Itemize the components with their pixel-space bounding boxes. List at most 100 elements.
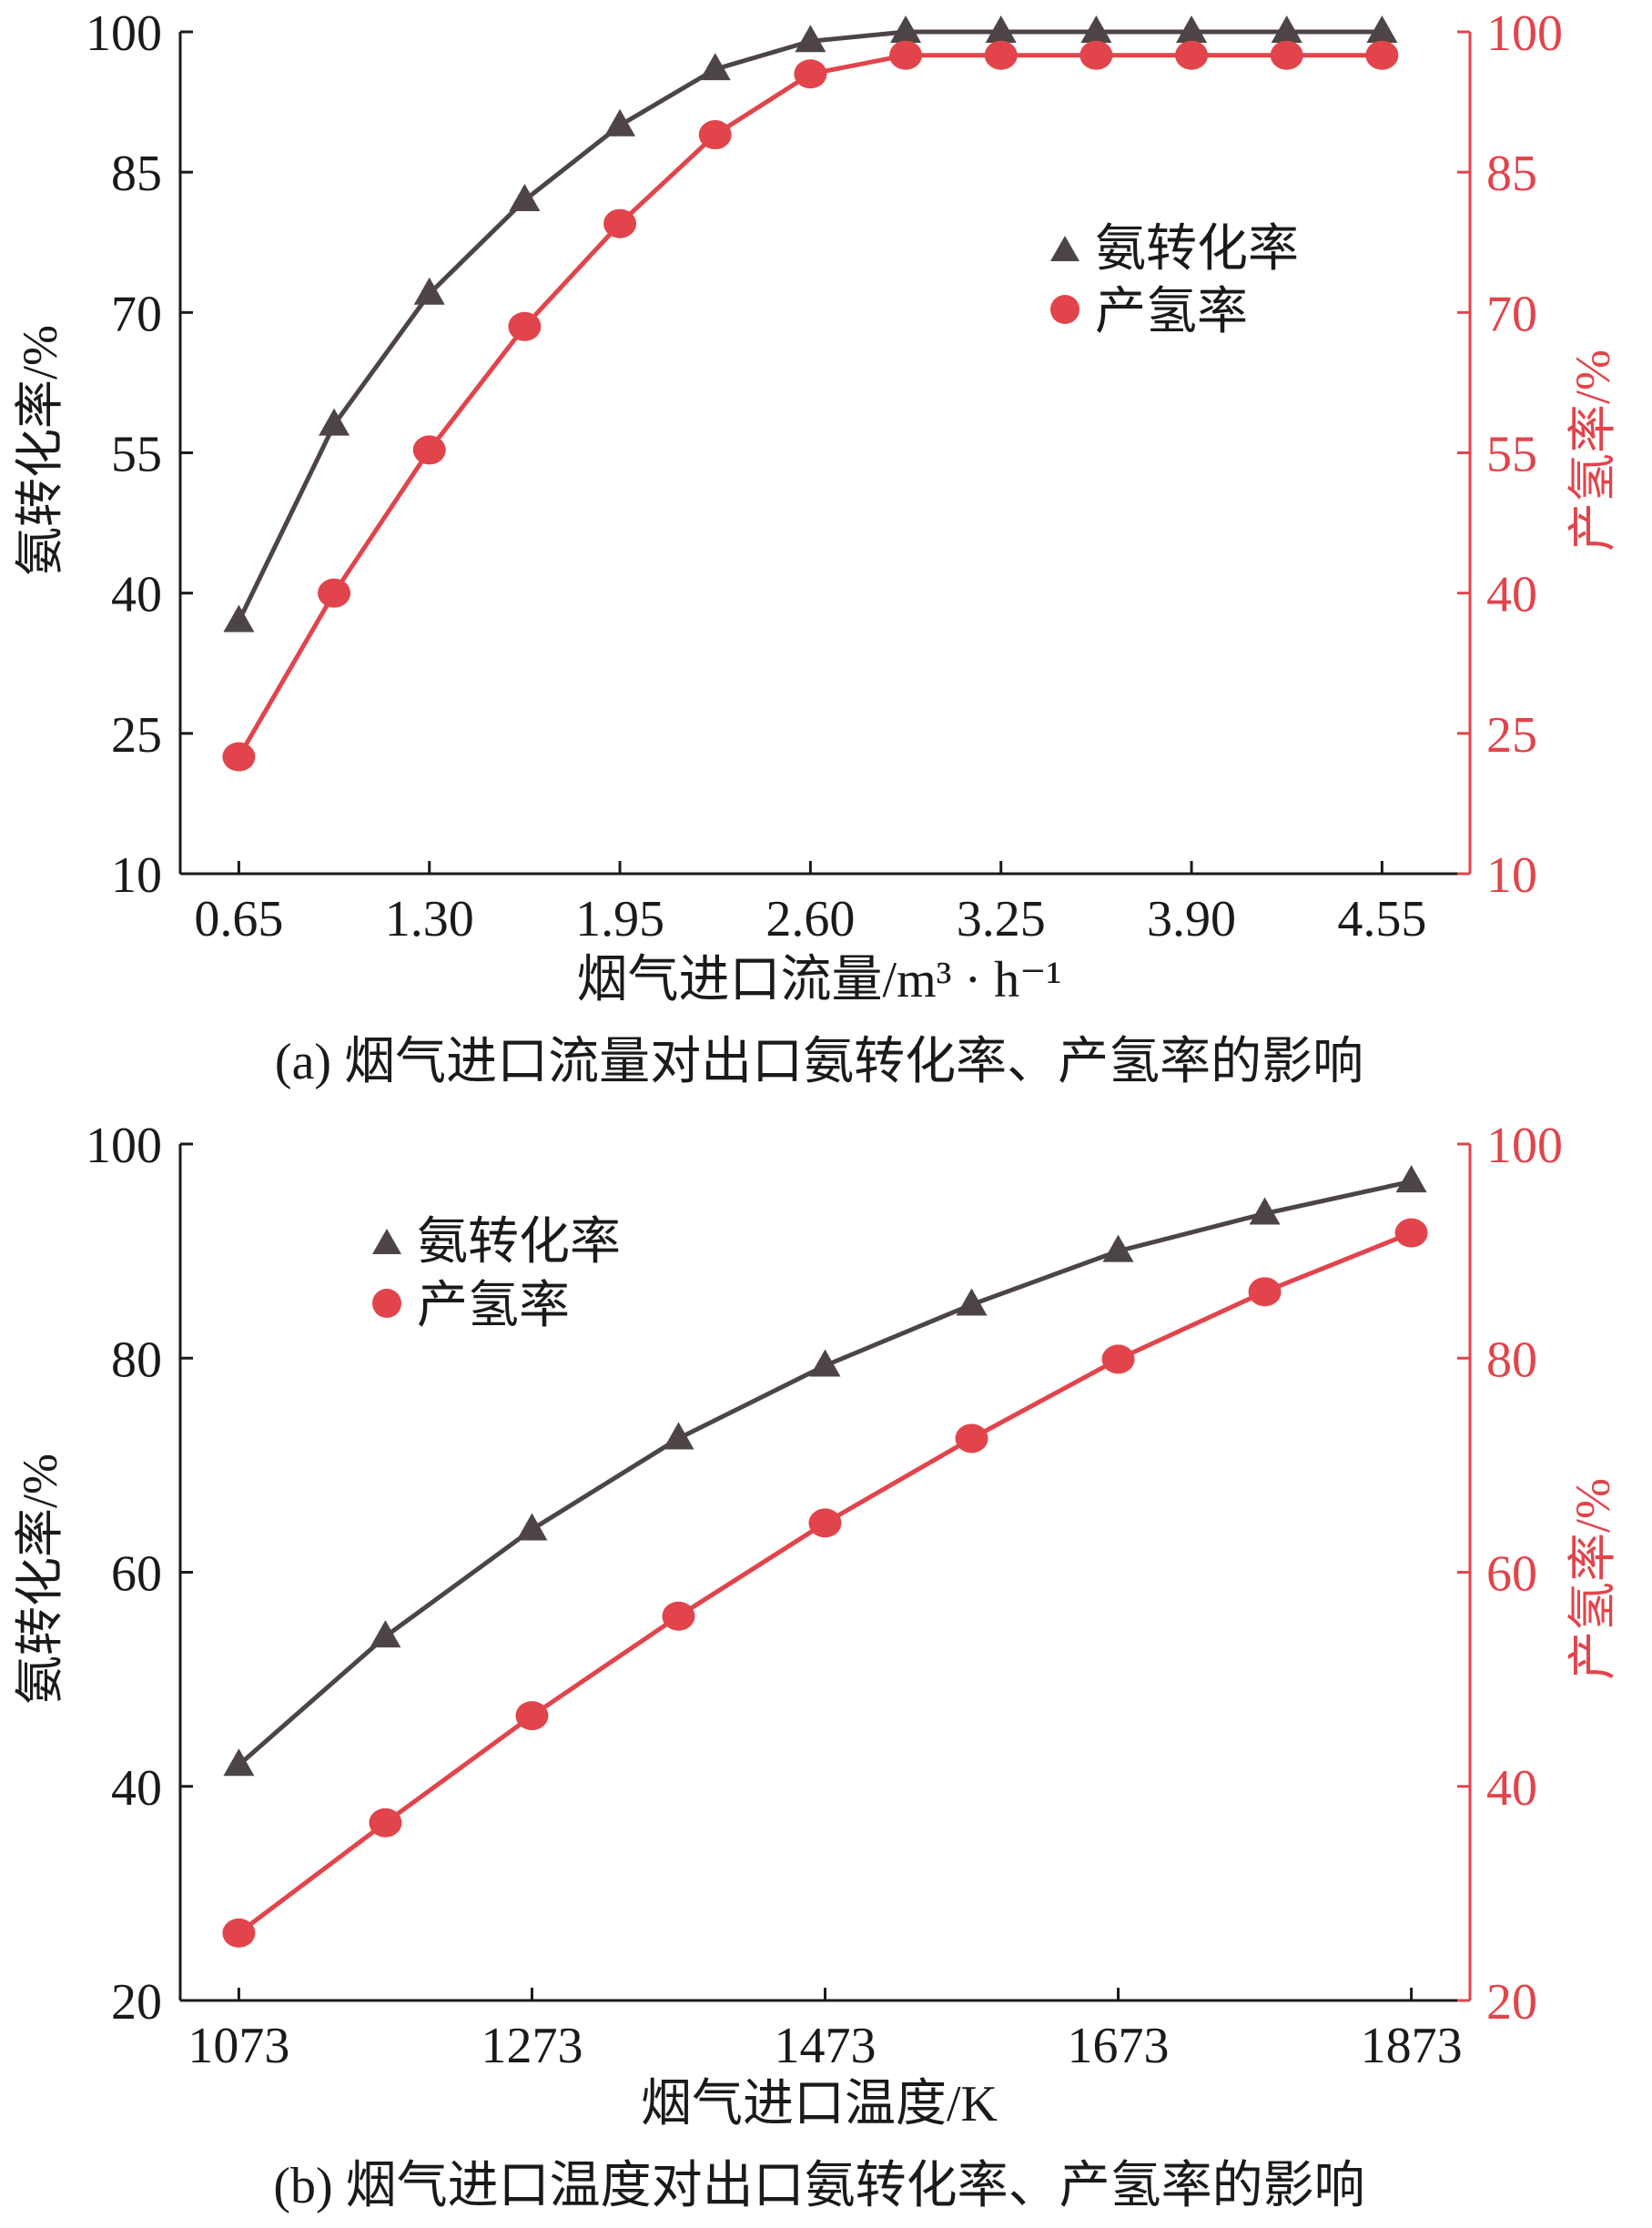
- hydrogen-yield-point: [889, 40, 923, 70]
- ammonia-conversion-point: [370, 1620, 401, 1648]
- chart-b-ylabel-left: 氨转化率/%: [13, 1453, 67, 1705]
- hydrogen-yield-point: [222, 742, 256, 772]
- y-tick-label-right: 100: [1486, 5, 1563, 62]
- chart-b-data-layer: 20 20 40 40 60 60 80 80 100 100 1073 1273 1473 1673 18…: [86, 1118, 1563, 2074]
- x-tick-label: 1073: [187, 2018, 289, 2074]
- x-tick-label: 1273: [481, 2018, 583, 2074]
- hydrogen-yield-point: [508, 311, 542, 341]
- hydrogen-yield-point: [515, 1701, 549, 1731]
- y-tick-label-left: 25: [111, 707, 162, 764]
- x-tick-label: 3.25: [957, 891, 1046, 947]
- y-tick-label-left: 85: [111, 146, 162, 202]
- hydrogen-yield-point: [808, 1508, 842, 1538]
- legend-label-ammonia: 氨转化率: [417, 1214, 621, 1271]
- ammonia-conversion-point: [509, 184, 541, 211]
- y-tick-label-left: 20: [111, 1974, 162, 2031]
- ammonia-conversion-point: [795, 25, 826, 53]
- hydrogen-yield-point: [1079, 40, 1113, 70]
- y-tick-label-right: 55: [1486, 427, 1537, 483]
- legend-circle-marker: [372, 1289, 401, 1318]
- hydrogen-yield-point: [222, 1918, 256, 1948]
- y-tick-label-left: 40: [111, 567, 162, 623]
- chart-b-xlabel: 烟气进口温度/K: [641, 2076, 998, 2132]
- chart-b-legend: 氨转化率 产氢率: [372, 1214, 621, 1334]
- x-tick-label: 1.95: [575, 891, 664, 947]
- y-tick-label-right: 80: [1486, 1332, 1537, 1388]
- legend-label-ammonia: 氨转化率: [1095, 221, 1299, 278]
- ammonia-conversion-point: [1271, 15, 1302, 43]
- hydrogen-yield-point: [1394, 1218, 1428, 1248]
- x-tick-label: 1673: [1068, 2018, 1170, 2074]
- ammonia-conversion-point: [809, 1349, 841, 1377]
- chart-a-ylabel-right: 产氢率/%: [1566, 349, 1620, 552]
- x-tick-label: 0.65: [194, 891, 283, 947]
- ammonia-conversion-line: [237, 1179, 1413, 1767]
- x-tick-label: 1873: [1361, 2018, 1463, 2074]
- y-tick-label-right: 40: [1486, 567, 1537, 623]
- ammonia-conversion-point: [890, 15, 922, 43]
- ammonia-conversion-point: [223, 604, 255, 633]
- x-tick-label: 4.55: [1337, 891, 1426, 947]
- y-tick-label-right: 25: [1486, 707, 1537, 764]
- hydrogen-yield-line: [237, 53, 1383, 758]
- legend-label-hydrogen: 产氢率: [417, 1278, 570, 1334]
- chart-b: 20 20 40 40 60 60 80 80 100 100 1073 1273 1473 1673 18…: [13, 1118, 1620, 2214]
- hydrogen-yield-point: [955, 1423, 988, 1453]
- ammonia-conversion-point: [1366, 15, 1398, 43]
- y-tick-label-right: 20: [1486, 1974, 1537, 2031]
- ammonia-conversion-point: [1176, 15, 1208, 43]
- hydrogen-yield-point: [662, 1601, 695, 1631]
- y-tick-label-right: 40: [1486, 1760, 1537, 1817]
- y-tick-label-left: 40: [111, 1760, 162, 1817]
- hydrogen-yield-point: [984, 40, 1018, 70]
- y-tick-label-left: 80: [111, 1332, 162, 1388]
- ammonia-conversion-point: [604, 108, 636, 137]
- chart-a-legend: 氨转化率 产氢率: [1050, 221, 1299, 340]
- y-tick-label-left: 100: [86, 5, 162, 62]
- chart-a-xlabel: 烟气进口流量/m³ · h⁻¹: [577, 952, 1062, 1008]
- y-tick-label-right: 70: [1486, 286, 1537, 342]
- legend-circle-marker: [1050, 295, 1079, 324]
- hydrogen-yield-point: [369, 1808, 402, 1838]
- chart-a-caption: (a) 烟气进口流量对出口氨转化率、产氢率的影响: [275, 1034, 1363, 1090]
- y-tick-label-left: 70: [111, 286, 162, 342]
- chart-b-caption: (b) 烟气进口温度对出口氨转化率、产氢率的影响: [273, 2158, 1364, 2214]
- chart-a: 10 10 25 25 40 40 55 55 70 70 85 85 100 100 0.65 1.30 1.…: [13, 5, 1620, 1090]
- hydrogen-yield-point: [794, 59, 827, 89]
- hydrogen-yield-point: [1365, 40, 1399, 70]
- y-tick-label-right: 10: [1486, 847, 1537, 904]
- legend-triangle-marker: [1050, 236, 1079, 261]
- ammonia-conversion-point: [699, 53, 731, 81]
- x-tick-label: 1473: [775, 2018, 877, 2074]
- ammonia-conversion-point: [1395, 1165, 1427, 1193]
- hydrogen-yield-point: [603, 208, 637, 238]
- hydrogen-yield-point: [1175, 40, 1209, 70]
- y-tick-label-right: 85: [1486, 146, 1537, 202]
- ammonia-conversion-point: [1249, 1197, 1281, 1225]
- hydrogen-yield-point: [1270, 40, 1303, 70]
- ammonia-conversion-point: [223, 1748, 255, 1777]
- hydrogen-yield-line: [237, 1230, 1413, 1935]
- y-tick-label-right: 100: [1486, 1118, 1563, 1174]
- chart-a-data-layer: 10 10 25 25 40 40 55 55 70 70 85 85 100 100 0.65 1.30 1.…: [86, 5, 1563, 947]
- ammonia-conversion-point: [663, 1422, 694, 1450]
- y-tick-label-left: 60: [111, 1546, 162, 1603]
- hydrogen-yield-point: [318, 578, 351, 608]
- chart-b-ylabel-right: 产氢率/%: [1566, 1478, 1620, 1680]
- y-tick-label-left: 100: [86, 1118, 162, 1174]
- legend-label-hydrogen: 产氢率: [1095, 284, 1248, 340]
- ammonia-conversion-point: [319, 408, 350, 436]
- x-tick-label: 1.30: [385, 891, 474, 947]
- chart-a-ylabel-left: 氨转化率/%: [13, 325, 67, 576]
- x-tick-label: 2.60: [765, 891, 855, 947]
- hydrogen-yield-point: [698, 120, 732, 150]
- ammonia-conversion-point: [413, 277, 445, 305]
- ammonia-conversion-point: [985, 15, 1017, 43]
- ammonia-conversion-point: [1080, 15, 1112, 43]
- y-tick-label-left: 10: [111, 847, 162, 904]
- ammonia-conversion-point: [516, 1513, 548, 1541]
- legend-triangle-marker: [372, 1229, 401, 1254]
- hydrogen-yield-point: [1248, 1277, 1282, 1307]
- ammonia-conversion-point: [1102, 1234, 1134, 1262]
- ammonia-conversion-point: [956, 1288, 988, 1316]
